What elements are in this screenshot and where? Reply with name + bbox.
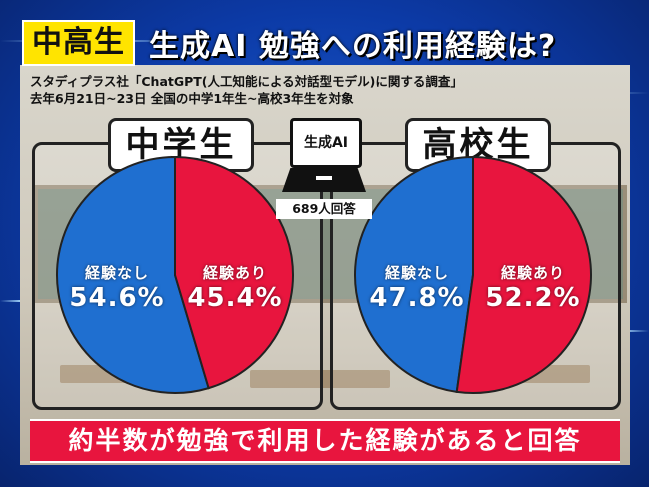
laptop-base [282, 168, 366, 192]
slice-category: 経験なし [84, 264, 149, 282]
slice-value: 45.4% [187, 283, 283, 313]
laptop-icon: 生成AI [282, 118, 366, 200]
laptop-notch [316, 176, 332, 180]
slice-value: 54.6% [69, 283, 165, 313]
slice-category: 経験あり [500, 264, 565, 282]
conclusion-banner: 約半数が勉強で利用した経験があると回答 [30, 419, 620, 463]
pie-slice-no-experience [56, 155, 210, 394]
slice-category: 経験あり [202, 264, 267, 282]
junior-high-pie [56, 155, 294, 394]
audience-tag: 中高生 [22, 20, 135, 66]
slice-label-yes-hs: 経験あり 52.2% [478, 262, 588, 313]
source-line-1: スタディプラス社「ChatGPT(人工知能による対話型モデル)に関する調査」 [30, 74, 463, 89]
slice-label-no-jhs: 経験なし 54.6% [62, 262, 172, 313]
slice-label-yes-jhs: 経験あり 45.4% [180, 262, 290, 313]
survey-source: スタディプラス社「ChatGPT(人工知能による対話型モデル)に関する調査」 去… [30, 73, 463, 107]
slice-value: 47.8% [369, 283, 465, 313]
sample-size: 689人回答 [276, 199, 372, 219]
slice-value: 52.2% [485, 283, 581, 313]
high-school-pie [354, 155, 592, 394]
pie-slice-no-experience [354, 155, 474, 394]
pie-slice-experience [455, 155, 592, 394]
source-line-2: 去年6月21日~23日 全国の中学1年生~高校3年生を対象 [30, 91, 354, 106]
slice-label-no-hs: 経験なし 47.8% [362, 262, 472, 313]
title-row: 中高生 生成AI 勉強への利用経験は? [22, 20, 557, 66]
page-title: 生成AI 勉強への利用経験は? [149, 29, 557, 64]
slice-category: 経験なし [384, 264, 449, 282]
pie-slice-experience [174, 155, 294, 390]
laptop-screen-label: 生成AI [290, 118, 362, 168]
